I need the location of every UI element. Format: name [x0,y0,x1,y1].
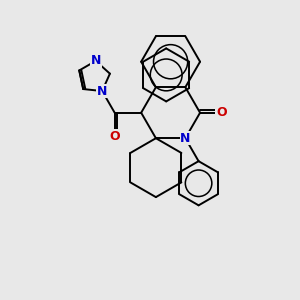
Text: N: N [180,132,190,145]
Text: N: N [97,85,107,98]
Text: O: O [216,106,226,119]
Text: N: N [91,54,101,68]
Text: O: O [110,130,120,143]
